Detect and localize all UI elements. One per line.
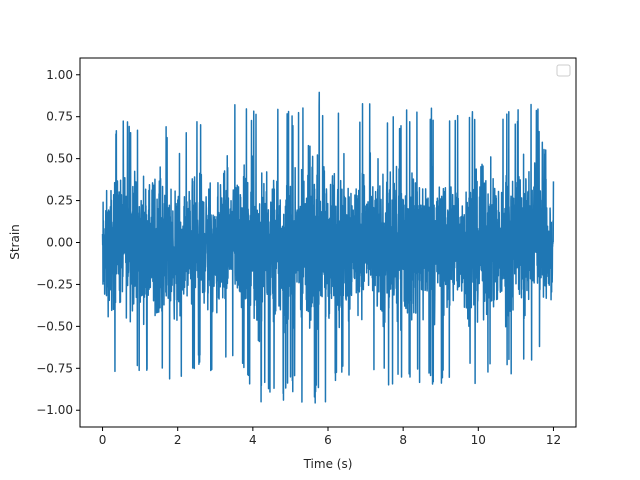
y-tick-label: 1.00 <box>46 68 73 82</box>
x-tick-label: 0 <box>99 433 107 447</box>
y-tick-label: −1.00 <box>36 403 73 417</box>
x-tick-label: 12 <box>546 433 561 447</box>
x-axis-label: Time (s) <box>303 457 353 471</box>
y-tick-label: 0.25 <box>46 194 73 208</box>
y-tick-label: −0.75 <box>36 361 73 375</box>
x-tick-label: 10 <box>471 433 486 447</box>
y-axis: −1.00 −0.75 −0.50 −0.25 0.00 0.25 0.50 0.75 1.00 <box>36 68 80 417</box>
x-tick-label: 8 <box>399 433 407 447</box>
strain-series-line <box>101 91 555 404</box>
x-tick-label: 6 <box>324 433 332 447</box>
plot-content <box>101 91 555 404</box>
y-tick-label: 0.75 <box>46 110 73 124</box>
y-tick-label: −0.50 <box>36 319 73 333</box>
y-tick-label: 0.00 <box>46 236 73 250</box>
x-tick-label: 2 <box>174 433 182 447</box>
y-axis-label: Strain <box>8 224 22 260</box>
legend-box <box>556 64 571 77</box>
x-tick-label: 4 <box>249 433 257 447</box>
x-axis: 0 2 4 6 8 10 12 <box>99 427 561 447</box>
y-tick-label: 0.50 <box>46 152 73 166</box>
y-tick-label: −0.25 <box>36 277 73 291</box>
